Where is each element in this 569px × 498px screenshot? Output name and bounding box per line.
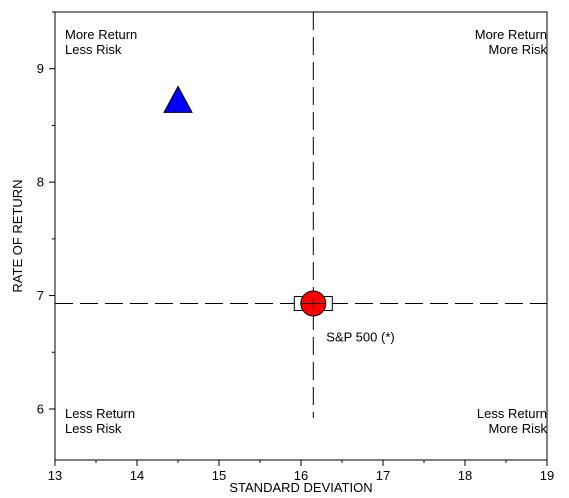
reference-lines (55, 12, 547, 418)
y-tick-label: 8 (37, 175, 44, 190)
y-tick-label: 9 (37, 61, 44, 76)
y-tick-label: 6 (37, 401, 44, 416)
quadrant-label-top-right: More Return (475, 27, 547, 42)
quadrant-label-bottom-right: More Risk (488, 421, 547, 436)
quadrant-label-top-left: Less Risk (65, 42, 122, 57)
x-tick-label: 17 (376, 468, 390, 483)
x-tick-label: 14 (130, 468, 144, 483)
quadrant-label-top-right: More Risk (488, 42, 547, 57)
triangle-point (163, 85, 193, 113)
y-tick-label: 7 (37, 288, 44, 303)
data-points: S&P 500 (*) (163, 85, 395, 344)
plot-frame (54, 11, 548, 461)
x-axis-ticks: 13 14 15 16 17 18 19 (48, 460, 554, 483)
x-tick-label: 16 (294, 468, 308, 483)
point-label: S&P 500 (*) (326, 329, 394, 344)
x-axis-label: STANDARD DEVIATION (229, 480, 372, 495)
quadrant-label-bottom-left: Less Return (65, 406, 135, 421)
quadrant-label-bottom-right: Less Return (477, 406, 547, 421)
quadrant-label-bottom-left: Less Risk (65, 421, 122, 436)
x-tick-label: 19 (540, 468, 554, 483)
quadrant-label-top-left: More Return (65, 27, 137, 42)
y-axis-label: RATE OF RETURN (10, 179, 25, 292)
x-tick-label: 18 (458, 468, 472, 483)
x-tick-label: 13 (48, 468, 62, 483)
x-tick-label: 15 (212, 468, 226, 483)
y-axis-ticks: 6 7 8 9 (37, 11, 55, 416)
